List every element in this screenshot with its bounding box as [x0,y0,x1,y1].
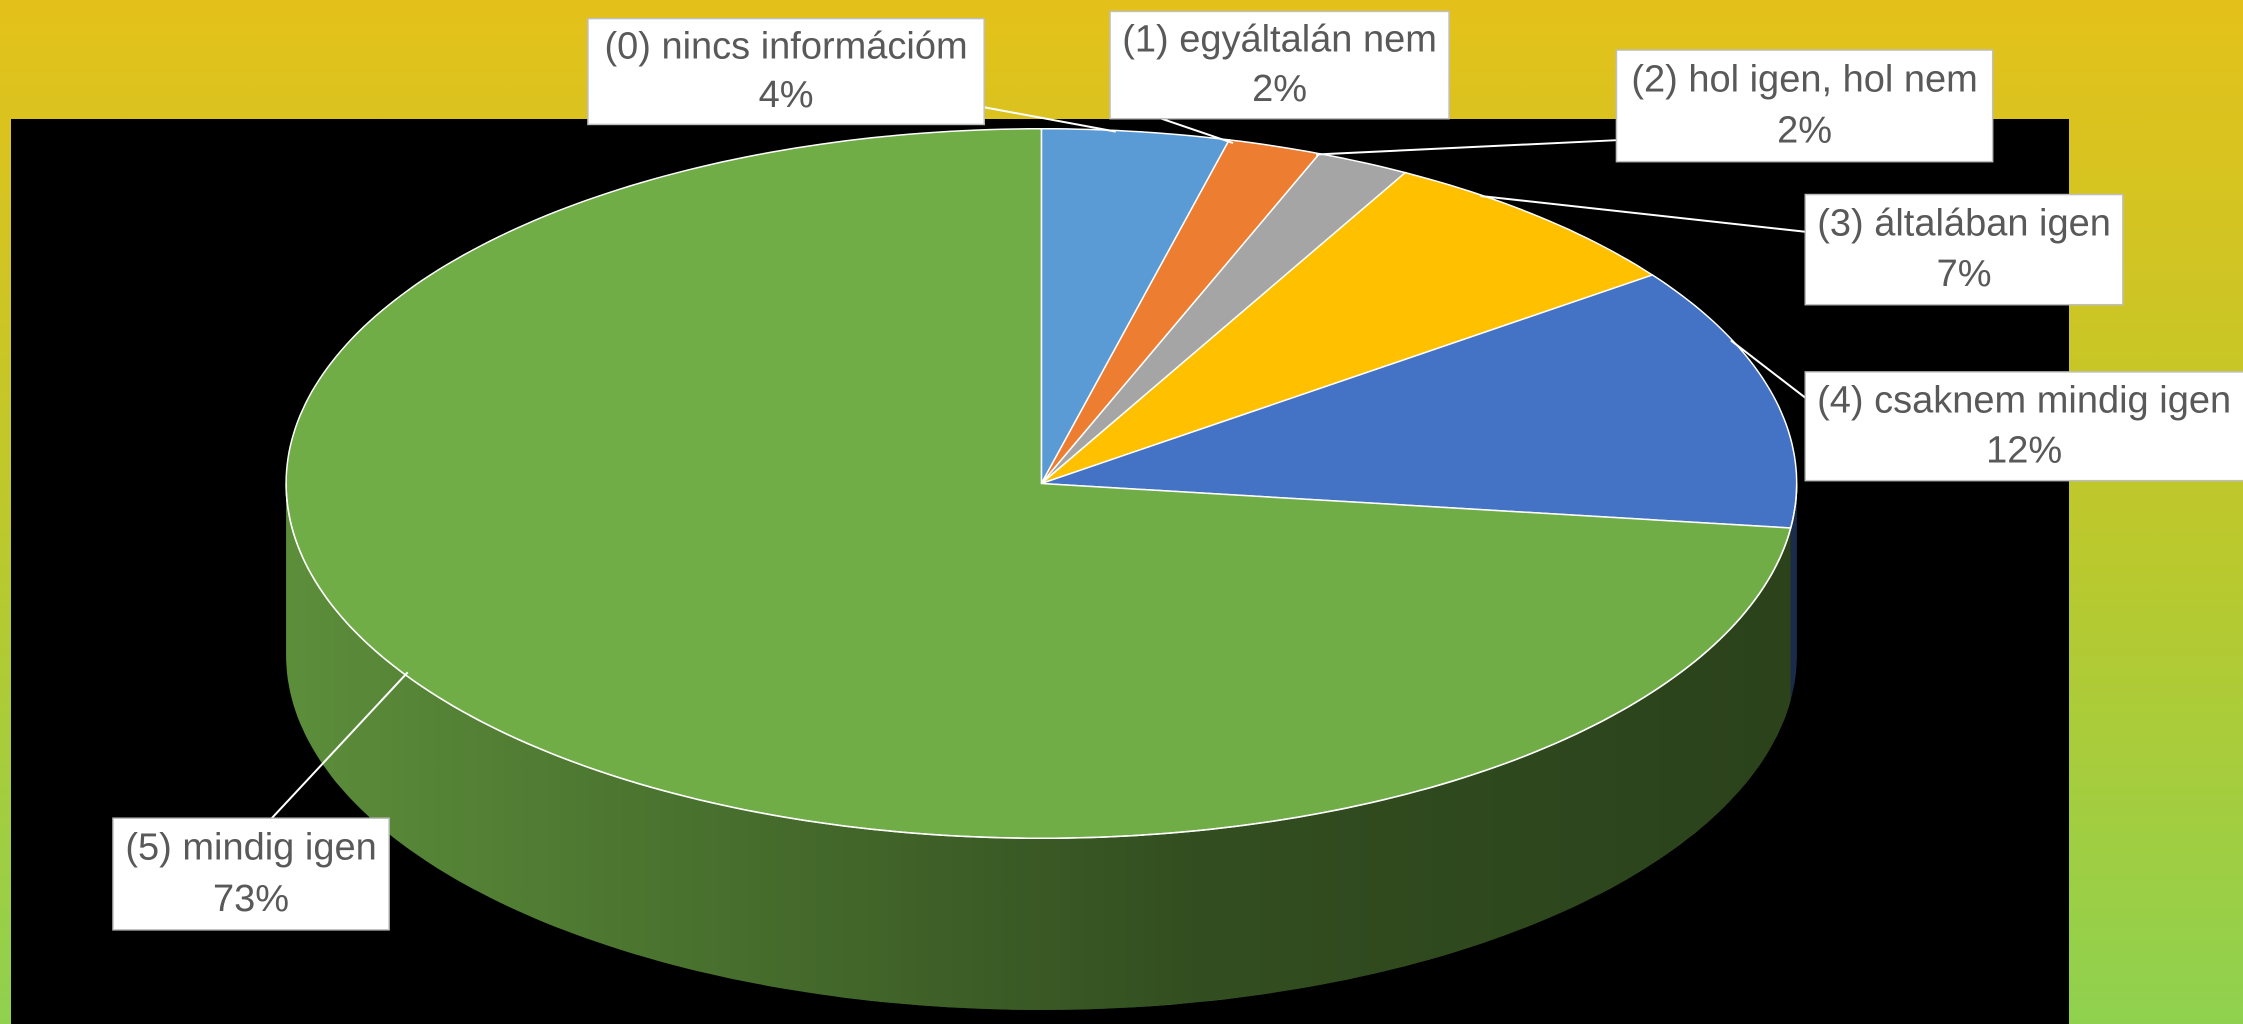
category-label: (1) egyáltalán nem [1122,19,1437,61]
category-label: (2) hol igen, hol nem [1631,58,1977,100]
label-box [1804,193,2124,306]
category-label: (0) nincs információm [604,25,967,67]
category-label: (4) csaknem mindig igen [1817,379,2231,421]
value-label: 7% [1937,253,1992,295]
slice [1040,127,1231,484]
category-label: (3) általában igen [1817,202,2111,244]
value-label: 12% [1986,429,2062,471]
slice [1040,139,1321,484]
label-box [1804,371,2243,482]
value-label: 73% [213,878,289,920]
side-shade [286,483,1797,1010]
slice [1040,152,1407,485]
top-edge [285,483,1798,840]
leader-line [983,106,1116,133]
label-box [112,817,390,931]
label-box [1109,10,1450,120]
leader-line [271,671,409,819]
leader-line [1480,194,1806,233]
value-label: 2% [1252,68,1307,110]
leader-line [1315,139,1617,156]
value-label: 4% [759,74,814,116]
value-label: 2% [1777,110,1832,152]
slice [1040,171,1655,485]
leader-line [1730,339,1806,399]
category-label: (5) mindig igen [125,827,376,869]
leader-line [1161,117,1234,144]
label-box [587,17,985,126]
label-box [1615,49,1994,163]
